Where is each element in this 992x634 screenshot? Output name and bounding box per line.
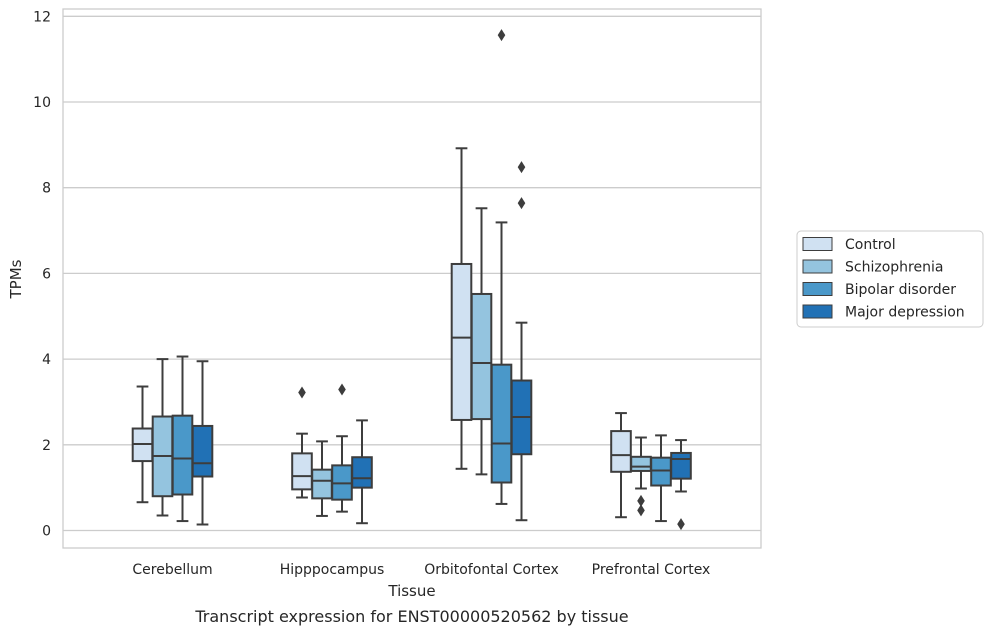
y-tick-label: 4 (42, 352, 51, 368)
outlier-point (637, 504, 645, 517)
box-bipolar-disorder (331, 383, 353, 513)
legend-swatch (802, 259, 833, 274)
box-control (450, 147, 473, 470)
x-axis-ticks: Cerebellum Hipppocampus Orbitofontal Corte… (132, 562, 710, 578)
box-iqr (311, 468, 333, 500)
y-axis-ticks: 0 2 4 6 8 10 12 (33, 9, 51, 539)
x-tick-label: Prefrontal Cortex (592, 562, 711, 578)
x-tick-label: Cerebellum (132, 562, 212, 578)
box-iqr (610, 430, 632, 473)
plot-frame (62, 8, 762, 549)
box-major-depression (351, 419, 373, 525)
box-bipolar-disorder (490, 29, 513, 505)
legend-label: Control (845, 237, 896, 253)
box-iqr (490, 363, 513, 484)
box-schizophrenia (151, 358, 174, 517)
chart-title: Transcript expression for ENST0000052056… (194, 607, 628, 626)
box-iqr (670, 451, 692, 480)
box-major-depression (191, 360, 214, 526)
box-iqr (470, 292, 493, 421)
legend-label: Bipolar disorder (845, 282, 956, 298)
y-axis-label: TPMs (7, 259, 25, 299)
x-tick-label: Orbitofontal Cortex (424, 562, 559, 578)
legend-label: Major depression (845, 305, 965, 321)
legend-swatch (802, 237, 833, 251)
y-tick-label: 6 (42, 266, 51, 282)
outlier-point (517, 161, 526, 174)
box-schizophrenia (470, 207, 493, 476)
box-iqr (650, 456, 672, 487)
outlier-point (637, 494, 645, 507)
legend-frame (796, 230, 984, 328)
outlier-point (517, 197, 526, 210)
legend: Control Schizophrenia Bipolar disorder Majo… (796, 230, 984, 328)
y-tick-label: 10 (33, 95, 51, 111)
x-axis-label: Tissue (387, 582, 435, 600)
box-iqr (291, 452, 313, 491)
box-control (131, 385, 154, 504)
box-iqr (351, 456, 373, 489)
box-control (291, 386, 313, 499)
y-tick-label: 0 (42, 524, 51, 540)
y-tick-label: 8 (42, 181, 51, 197)
legend-label: Schizophrenia (845, 260, 943, 276)
outlier-point (338, 383, 346, 396)
legend-swatch (802, 282, 833, 296)
legend-swatch (802, 304, 833, 319)
box-iqr (450, 262, 473, 421)
y-tick-label: 2 (42, 438, 51, 454)
outlier-point (298, 386, 306, 399)
outlier-point (497, 29, 506, 42)
box-major-depression (510, 161, 533, 522)
outlier-point (677, 518, 685, 531)
plot-area (131, 29, 692, 531)
box-control (610, 412, 632, 519)
box-iqr (191, 424, 214, 478)
box-iqr (630, 455, 652, 472)
box-major-depression (670, 439, 692, 531)
box-schizophrenia (630, 436, 652, 517)
box-bipolar-disorder (650, 434, 672, 523)
box-schizophrenia (311, 440, 333, 517)
box-iqr (171, 414, 194, 496)
box-bipolar-disorder (171, 355, 194, 523)
x-tick-label: Hipppocampus (280, 562, 385, 578)
y-tick-label: 12 (33, 9, 51, 25)
